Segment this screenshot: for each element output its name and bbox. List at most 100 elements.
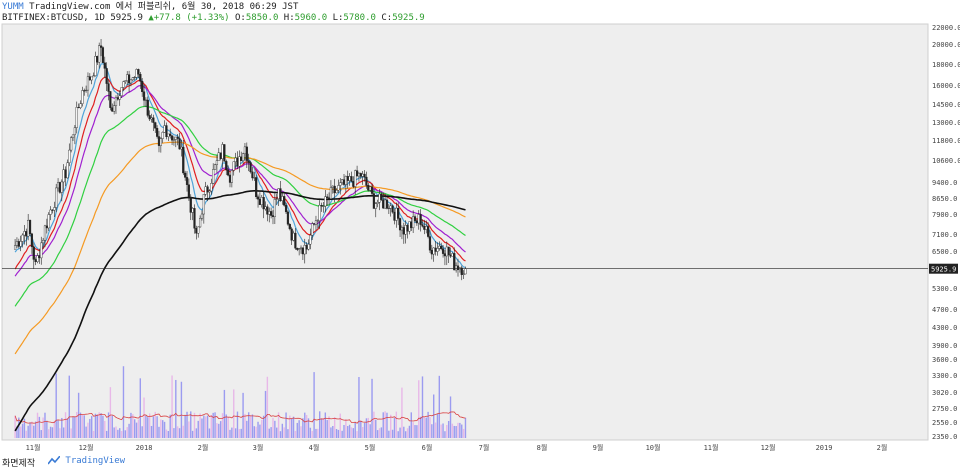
candle-body — [430, 249, 433, 255]
volume-bar — [163, 421, 166, 438]
candle-body — [341, 179, 344, 183]
candle-body — [376, 202, 379, 204]
candle-body — [159, 138, 162, 146]
volume-bar — [408, 425, 411, 438]
volume-bar — [261, 419, 263, 438]
candle-body — [113, 105, 116, 112]
y-tick-label: 5300.0 — [932, 285, 957, 293]
volume-bar — [212, 412, 214, 438]
candle-body — [187, 184, 190, 198]
volume-bar — [352, 428, 355, 438]
published-text: TradingView.com 에서 퍼블리쉬, 6월 30, 2018 06:… — [29, 2, 299, 12]
volume-bar — [268, 428, 270, 438]
candle-body — [185, 177, 189, 185]
candle-body — [361, 173, 364, 177]
volume-bar — [251, 414, 254, 438]
candle-body — [124, 80, 127, 82]
candle-body — [198, 218, 202, 228]
volume-bar — [132, 414, 134, 438]
volume-bar — [249, 415, 252, 438]
candle-body — [103, 62, 106, 69]
volume-bar — [162, 420, 164, 438]
volume-bar — [281, 423, 284, 438]
y-tick-label: 3020.0 — [932, 389, 957, 397]
volume-bar — [386, 412, 388, 438]
candle-body — [307, 243, 310, 250]
candle-body — [363, 173, 366, 178]
candle-body — [389, 205, 392, 209]
volume-bar — [178, 428, 181, 438]
candle-body — [28, 219, 32, 235]
x-tick-label: 11월 — [704, 443, 719, 452]
y-tick-label: 9400.0 — [932, 179, 957, 187]
volume-bar — [433, 394, 435, 438]
volume-bar — [150, 425, 153, 438]
candle-body — [350, 176, 353, 182]
candle-body — [400, 227, 404, 231]
volume-bar — [246, 420, 248, 438]
candle-body — [19, 241, 22, 247]
candle-body — [40, 242, 43, 259]
volume-bar — [109, 387, 112, 438]
volume-bar — [410, 412, 412, 438]
volume-bar — [98, 412, 100, 438]
candle-body — [71, 134, 75, 138]
candle-body — [421, 224, 424, 227]
tradingview-brand[interactable]: TradingView — [47, 455, 125, 466]
volume-bar — [165, 429, 168, 438]
candle-body — [58, 182, 62, 193]
candle-body — [191, 208, 194, 213]
volume-bar — [42, 417, 44, 438]
volume-bar — [382, 412, 384, 438]
volume-bar — [193, 412, 196, 438]
candle-body — [213, 164, 217, 170]
candle-body — [234, 157, 237, 162]
candle-body — [337, 185, 340, 191]
username-link[interactable]: YUMM — [2, 2, 24, 12]
candle-body — [273, 198, 276, 217]
y-tick-label: 3900.0 — [932, 342, 957, 350]
candle-body — [434, 247, 437, 252]
y-tick-label: 22000.0 — [932, 24, 960, 32]
candle-body — [312, 223, 316, 225]
candle-body — [215, 160, 219, 165]
y-tick-label: 4300.0 — [932, 324, 957, 332]
volume-bar — [130, 412, 132, 438]
x-tick-label: 9월 — [593, 443, 604, 452]
candle-body — [27, 219, 30, 237]
high-label: H: — [283, 13, 295, 23]
candle-body — [397, 207, 400, 219]
candle-body — [299, 247, 303, 249]
volume-bar — [85, 426, 87, 438]
volume-bar — [53, 420, 56, 438]
volume-bar — [446, 424, 448, 438]
volume-bar — [350, 427, 353, 438]
volume-bar — [219, 421, 222, 438]
candle-body — [318, 204, 321, 221]
candle-body — [88, 76, 91, 81]
volume-bar — [388, 430, 390, 438]
candle-body — [64, 169, 67, 179]
volume-bar — [294, 430, 297, 438]
volume-bar — [199, 413, 201, 438]
x-tick-label: 5월 — [365, 443, 376, 452]
candle-body — [126, 74, 129, 81]
volume-bar — [423, 417, 426, 438]
candle-body — [116, 97, 119, 100]
volume-bar — [255, 426, 257, 438]
volume-bar — [345, 419, 347, 438]
candle-body — [217, 152, 220, 161]
y-tick-label: 7900.0 — [932, 211, 957, 219]
volume-bar — [74, 416, 76, 438]
candle-body — [292, 232, 295, 241]
candle-body — [260, 197, 263, 205]
x-tick-label: 8월 — [537, 443, 548, 452]
candle-body — [258, 198, 262, 205]
volume-bar — [203, 415, 205, 438]
candle-body — [228, 175, 232, 183]
candle-body — [227, 169, 230, 176]
volume-bar — [444, 431, 446, 438]
volume-bar — [324, 412, 327, 438]
volume-bar — [356, 431, 358, 438]
